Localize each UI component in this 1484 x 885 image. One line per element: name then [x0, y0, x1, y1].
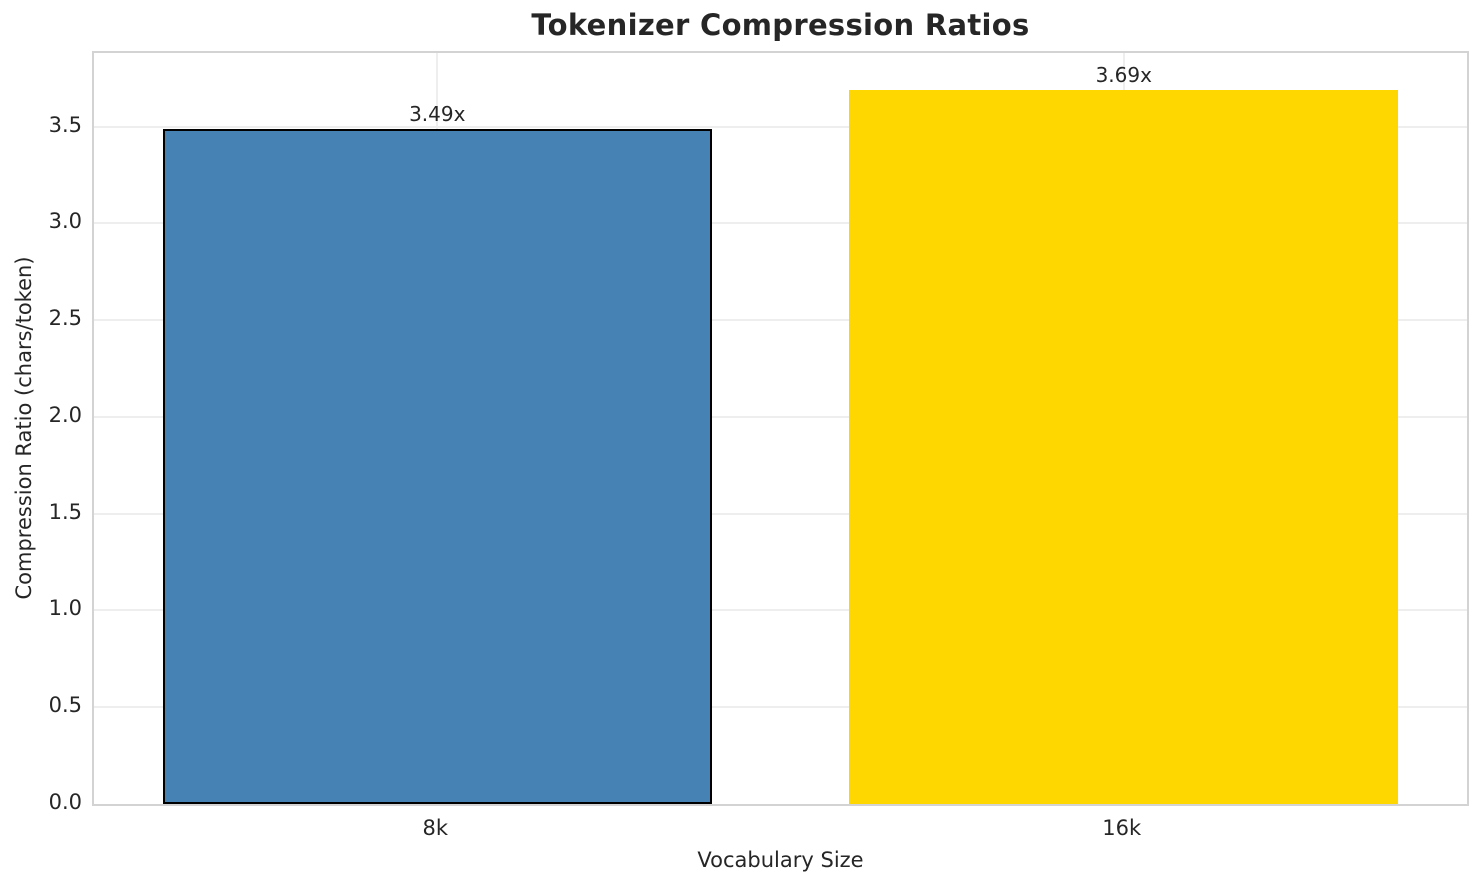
y-tick-label: 1.0 — [48, 596, 82, 621]
h-gridline — [94, 706, 1467, 709]
h-gridline — [94, 319, 1467, 322]
h-gridline — [94, 222, 1467, 225]
x-tick-label: 8k — [422, 816, 449, 840]
bar-value-label: 3.69x — [1095, 62, 1152, 87]
bar-8k — [162, 128, 712, 804]
y-tick-label: 3.0 — [48, 209, 82, 234]
y-tick-label: 0.0 — [48, 790, 82, 814]
x-axis-label: Vocabulary Size — [697, 848, 864, 872]
h-gridline — [94, 415, 1467, 418]
bar-value-label: 3.49x — [409, 101, 466, 126]
h-gridline — [94, 609, 1467, 612]
x-axis-ticks: 8k 16k — [92, 816, 1469, 842]
plot-area: 3.49x 3.69x — [92, 51, 1469, 806]
y-axis-ticks: 0.0 0.5 1.0 1.5 2.0 2.5 3.0 3.5 — [0, 51, 82, 814]
chart-title: Tokenizer Compression Ratios — [531, 8, 1030, 42]
y-tick-label: 0.5 — [48, 693, 82, 718]
y-tick-label: 3.5 — [48, 112, 82, 137]
y-tick-label: 2.5 — [48, 306, 82, 331]
h-gridline — [94, 512, 1467, 515]
bar-16k — [849, 89, 1399, 804]
h-gridline — [94, 125, 1467, 128]
x-tick-label: 16k — [1102, 816, 1142, 840]
y-tick-label: 2.0 — [48, 402, 82, 427]
y-tick-label: 1.5 — [48, 499, 82, 524]
